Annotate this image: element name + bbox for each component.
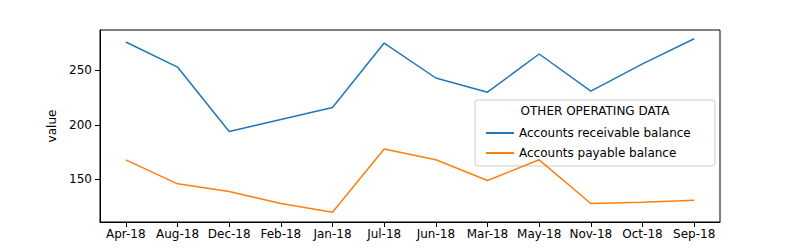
- svg-text:150: 150: [69, 172, 92, 186]
- svg-text:Jul-18: Jul-18: [366, 227, 401, 241]
- svg-text:250: 250: [69, 63, 92, 77]
- svg-text:OTHER OPERATING DATA: OTHER OPERATING DATA: [521, 104, 671, 118]
- svg-text:Dec-18: Dec-18: [208, 227, 251, 241]
- svg-text:Jun-18: Jun-18: [416, 227, 455, 241]
- svg-text:May-18: May-18: [517, 227, 561, 241]
- svg-text:Jan-18: Jan-18: [312, 227, 351, 241]
- svg-text:Nov-18: Nov-18: [569, 227, 612, 241]
- svg-text:Oct-18: Oct-18: [622, 227, 662, 241]
- svg-text:200: 200: [69, 118, 92, 132]
- svg-text:value: value: [45, 110, 59, 143]
- svg-text:Mar-18: Mar-18: [467, 227, 508, 241]
- svg-text:Sep-18: Sep-18: [673, 227, 715, 241]
- svg-text:Apr-18: Apr-18: [106, 227, 146, 241]
- svg-text:Accounts payable balance: Accounts payable balance: [519, 146, 676, 160]
- svg-text:Feb-18: Feb-18: [260, 227, 301, 241]
- svg-text:Aug-18: Aug-18: [156, 227, 199, 241]
- svg-text:Accounts receivable balance: Accounts receivable balance: [519, 126, 691, 140]
